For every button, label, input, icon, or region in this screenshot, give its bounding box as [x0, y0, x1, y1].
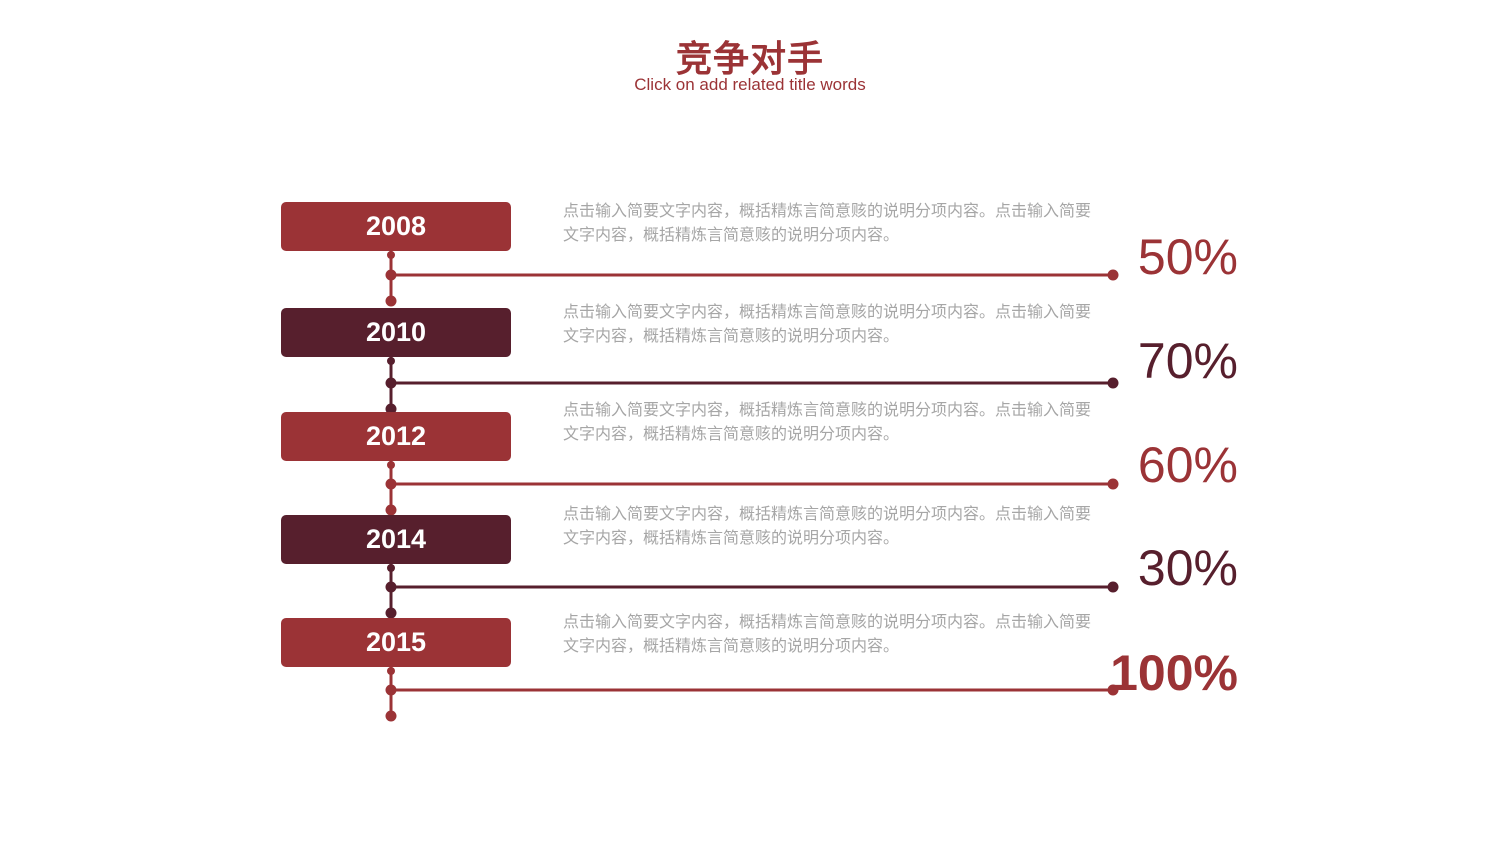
connector-end-dot	[1108, 270, 1119, 281]
timeline-dot	[387, 251, 395, 259]
timeline-dot	[387, 667, 395, 675]
timeline-end-dot	[386, 296, 397, 307]
row-description: 点击输入简要文字内容，概括精炼言简意赅的说明分项内容。点击输入简要文字内容，概括…	[563, 398, 1093, 446]
percent-value: 70%	[1138, 336, 1238, 386]
timeline-dot	[387, 564, 395, 572]
row-description: 点击输入简要文字内容，概括精炼言简意赅的说明分项内容。点击输入简要文字内容，概括…	[563, 300, 1093, 348]
connector-end-dot	[1108, 582, 1119, 593]
connector-end-dot	[1108, 378, 1119, 389]
timeline-dot	[387, 461, 395, 469]
year-label: 2015	[281, 618, 511, 667]
timeline-dot	[387, 357, 395, 365]
timeline-end-dot	[386, 505, 397, 516]
row-description: 点击输入简要文字内容，概括精炼言简意赅的说明分项内容。点击输入简要文字内容，概括…	[563, 502, 1093, 550]
row-description: 点击输入简要文字内容，概括精炼言简意赅的说明分项内容。点击输入简要文字内容，概括…	[563, 610, 1093, 658]
percent-value: 60%	[1138, 440, 1238, 490]
year-label: 2012	[281, 412, 511, 461]
timeline-end-dot	[386, 608, 397, 619]
percent-value: 30%	[1138, 543, 1238, 593]
percent-value: 50%	[1138, 232, 1238, 282]
year-label: 2008	[281, 202, 511, 251]
percent-value: 100%	[1110, 648, 1238, 698]
year-label: 2010	[281, 308, 511, 357]
year-label: 2014	[281, 515, 511, 564]
row-description: 点击输入简要文字内容，概括精炼言简意赅的说明分项内容。点击输入简要文字内容，概括…	[563, 199, 1093, 247]
connector-end-dot	[1108, 479, 1119, 490]
timeline-end-dot	[386, 711, 397, 722]
